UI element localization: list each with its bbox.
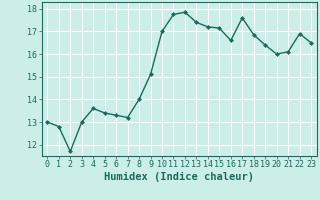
X-axis label: Humidex (Indice chaleur): Humidex (Indice chaleur) [104, 172, 254, 182]
